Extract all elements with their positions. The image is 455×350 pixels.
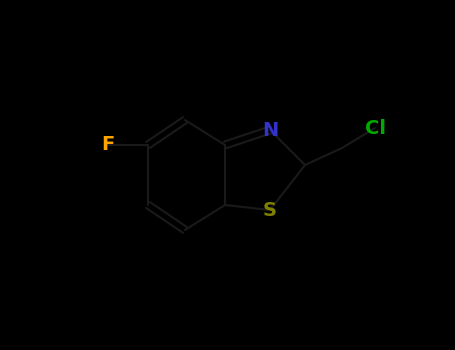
Text: F: F bbox=[101, 135, 115, 154]
Text: S: S bbox=[263, 201, 277, 219]
Text: Cl: Cl bbox=[364, 119, 385, 138]
Text: N: N bbox=[262, 120, 278, 140]
